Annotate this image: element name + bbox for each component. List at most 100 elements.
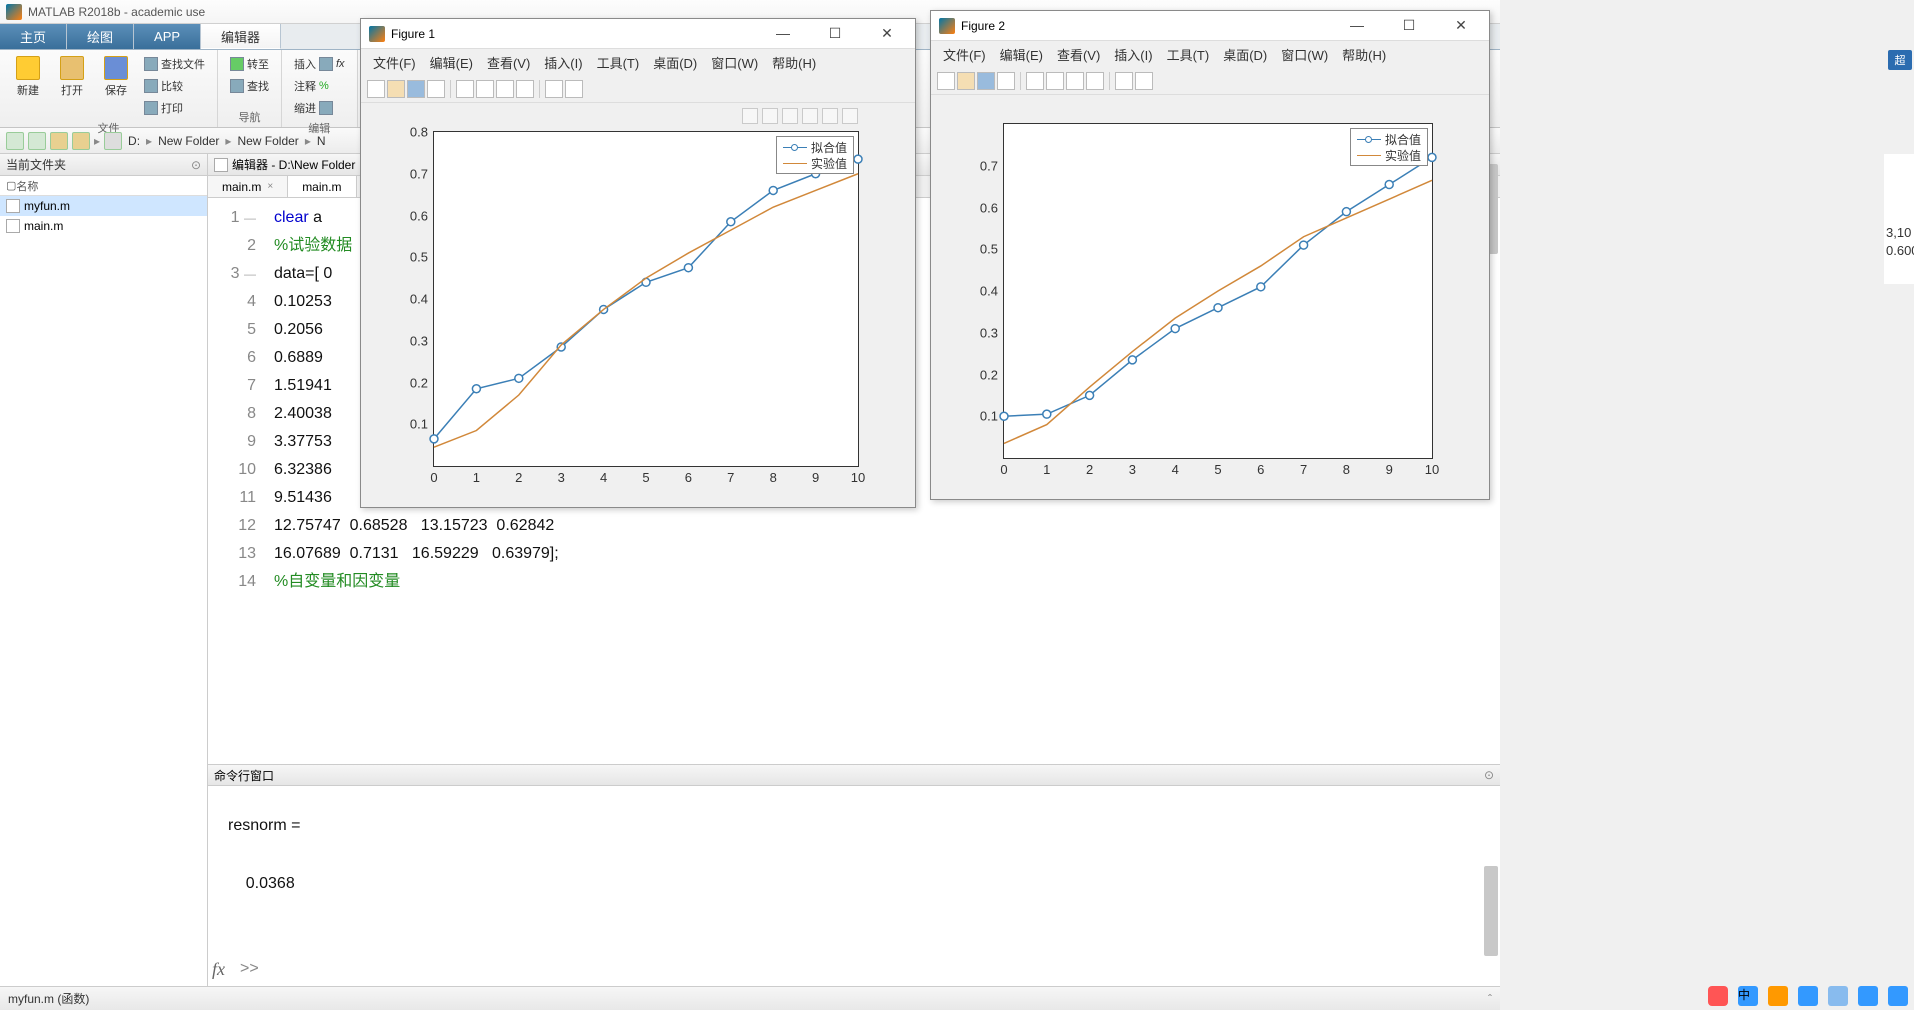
file-col-header[interactable]: ▢ 名称 bbox=[0, 176, 207, 196]
panel-menu-icon[interactable]: ⊙ bbox=[1484, 768, 1494, 782]
new-button[interactable]: 新建 bbox=[8, 54, 48, 118]
top-badge[interactable]: 超 bbox=[1888, 50, 1912, 70]
nav-back-icon[interactable] bbox=[6, 132, 24, 150]
command-window-header[interactable]: 命令行窗口⊙ bbox=[208, 764, 1500, 786]
home-icon[interactable] bbox=[842, 108, 858, 124]
save-button[interactable]: 保存 bbox=[96, 54, 136, 118]
pointer-icon[interactable] bbox=[545, 80, 563, 98]
tool-icon[interactable] bbox=[496, 80, 514, 98]
panel-menu-icon[interactable]: ⊙ bbox=[191, 158, 201, 172]
save-icon[interactable] bbox=[977, 72, 995, 90]
print-icon[interactable] bbox=[427, 80, 445, 98]
print-icon[interactable] bbox=[997, 72, 1015, 90]
status-up-icon[interactable]: ˆ bbox=[1488, 992, 1492, 1006]
new-fig-icon[interactable] bbox=[367, 80, 385, 98]
menu-item[interactable]: 编辑(E) bbox=[424, 51, 479, 74]
tool-icon[interactable] bbox=[476, 80, 494, 98]
maximize-button[interactable]: ☐ bbox=[815, 25, 855, 42]
figure-2-titlebar[interactable]: Figure 2 — ☐ ✕ bbox=[931, 11, 1489, 41]
open-icon[interactable] bbox=[387, 80, 405, 98]
brush-icon[interactable] bbox=[742, 108, 758, 124]
insert-button[interactable]: 插入fx bbox=[290, 54, 349, 74]
tab-plot[interactable]: 绘图 bbox=[67, 24, 134, 49]
tray-icon[interactable]: 中 bbox=[1738, 986, 1758, 1006]
tool-icon[interactable] bbox=[565, 80, 583, 98]
find-button[interactable]: 查找 bbox=[226, 76, 273, 96]
figure-1-axes[interactable]: 0.10.20.30.40.50.60.70.8012345678910拟合值实… bbox=[433, 131, 859, 467]
tab-app[interactable]: APP bbox=[134, 24, 201, 49]
pan-icon[interactable] bbox=[782, 108, 798, 124]
menu-item[interactable]: 窗口(W) bbox=[705, 51, 764, 74]
new-fig-icon[interactable] bbox=[937, 72, 955, 90]
menu-item[interactable]: 窗口(W) bbox=[1275, 43, 1334, 66]
tool-icon[interactable] bbox=[1046, 72, 1064, 90]
tool-icon[interactable] bbox=[1066, 72, 1084, 90]
maximize-button[interactable]: ☐ bbox=[1389, 17, 1429, 34]
save-icon[interactable] bbox=[407, 80, 425, 98]
pointer-icon[interactable] bbox=[1115, 72, 1133, 90]
tool-icon[interactable] bbox=[1026, 72, 1044, 90]
menu-item[interactable]: 帮助(H) bbox=[766, 51, 822, 74]
menu-item[interactable]: 插入(I) bbox=[538, 51, 588, 74]
menu-item[interactable]: 工具(T) bbox=[1161, 43, 1216, 66]
file-row[interactable]: myfun.m bbox=[0, 196, 207, 216]
tool-icon[interactable] bbox=[1135, 72, 1153, 90]
figure-1-window[interactable]: Figure 1 — ☐ ✕ 文件(F)编辑(E)查看(V)插入(I)工具(T)… bbox=[360, 18, 916, 508]
minimize-button[interactable]: — bbox=[763, 25, 803, 42]
goto-button[interactable]: 转至 bbox=[226, 54, 273, 74]
menu-item[interactable]: 帮助(H) bbox=[1336, 43, 1392, 66]
editor-tab[interactable]: main.m× bbox=[208, 176, 288, 197]
print-button[interactable]: 打印 bbox=[140, 98, 209, 118]
crumb-2[interactable]: New Folder bbox=[235, 134, 300, 148]
current-folder-header[interactable]: 当前文件夹 ⊙ bbox=[0, 154, 207, 176]
comment-button[interactable]: 注释% bbox=[290, 76, 349, 96]
tray-icon[interactable] bbox=[1708, 986, 1728, 1006]
tray-icon[interactable] bbox=[1828, 986, 1848, 1006]
menu-item[interactable]: 文件(F) bbox=[367, 51, 422, 74]
datatip-icon[interactable] bbox=[762, 108, 778, 124]
file-row[interactable]: main.m bbox=[0, 216, 207, 236]
crumb-drive[interactable]: D: bbox=[126, 134, 142, 148]
editor-tab[interactable]: main.m bbox=[288, 176, 356, 197]
close-button[interactable]: ✕ bbox=[867, 25, 907, 42]
crumb-1[interactable]: New Folder bbox=[156, 134, 221, 148]
command-window[interactable]: resnorm = 0.0368 fx >> bbox=[208, 786, 1500, 986]
zoomout-icon[interactable] bbox=[822, 108, 838, 124]
close-icon[interactable]: × bbox=[267, 181, 273, 192]
figure-2-window[interactable]: Figure 2 — ☐ ✕ 文件(F)编辑(E)查看(V)插入(I)工具(T)… bbox=[930, 10, 1490, 500]
tab-home[interactable]: 主页 bbox=[0, 24, 67, 49]
nav-fwd-icon[interactable] bbox=[28, 132, 46, 150]
figure-2-axes[interactable]: 0.10.20.30.40.50.60.7012345678910拟合值实验值 bbox=[1003, 123, 1433, 459]
crumb-3[interactable]: N bbox=[315, 134, 328, 148]
tray-icon[interactable] bbox=[1858, 986, 1878, 1006]
close-button[interactable]: ✕ bbox=[1441, 17, 1481, 34]
indent-button[interactable]: 缩进 bbox=[290, 98, 349, 118]
findfiles-button[interactable]: 查找文件 bbox=[140, 54, 209, 74]
legend[interactable]: 拟合值实验值 bbox=[776, 136, 854, 174]
menu-item[interactable]: 查看(V) bbox=[481, 51, 536, 74]
tray-icon[interactable] bbox=[1768, 986, 1788, 1006]
tab-editor[interactable]: 编辑器 bbox=[201, 24, 281, 49]
tool-icon[interactable] bbox=[516, 80, 534, 98]
figure-1-titlebar[interactable]: Figure 1 — ☐ ✕ bbox=[361, 19, 915, 49]
open-icon[interactable] bbox=[957, 72, 975, 90]
menu-item[interactable]: 工具(T) bbox=[591, 51, 646, 74]
tray-icon[interactable] bbox=[1798, 986, 1818, 1006]
menu-item[interactable]: 桌面(D) bbox=[1217, 43, 1273, 66]
legend[interactable]: 拟合值实验值 bbox=[1350, 128, 1428, 166]
menu-item[interactable]: 文件(F) bbox=[937, 43, 992, 66]
tool-icon[interactable] bbox=[456, 80, 474, 98]
cmd-scrollbar[interactable] bbox=[1484, 866, 1498, 956]
nav-folder-icon[interactable] bbox=[72, 132, 90, 150]
nav-up-icon[interactable] bbox=[50, 132, 68, 150]
menu-item[interactable]: 桌面(D) bbox=[647, 51, 703, 74]
fx-icon[interactable]: fx bbox=[212, 959, 225, 980]
tool-icon[interactable] bbox=[1086, 72, 1104, 90]
menu-item[interactable]: 编辑(E) bbox=[994, 43, 1049, 66]
menu-item[interactable]: 插入(I) bbox=[1108, 43, 1158, 66]
zoomin-icon[interactable] bbox=[802, 108, 818, 124]
open-button[interactable]: 打开 bbox=[52, 54, 92, 118]
menu-item[interactable]: 查看(V) bbox=[1051, 43, 1106, 66]
compare-button[interactable]: 比较 bbox=[140, 76, 209, 96]
tray-icon[interactable] bbox=[1888, 986, 1908, 1006]
